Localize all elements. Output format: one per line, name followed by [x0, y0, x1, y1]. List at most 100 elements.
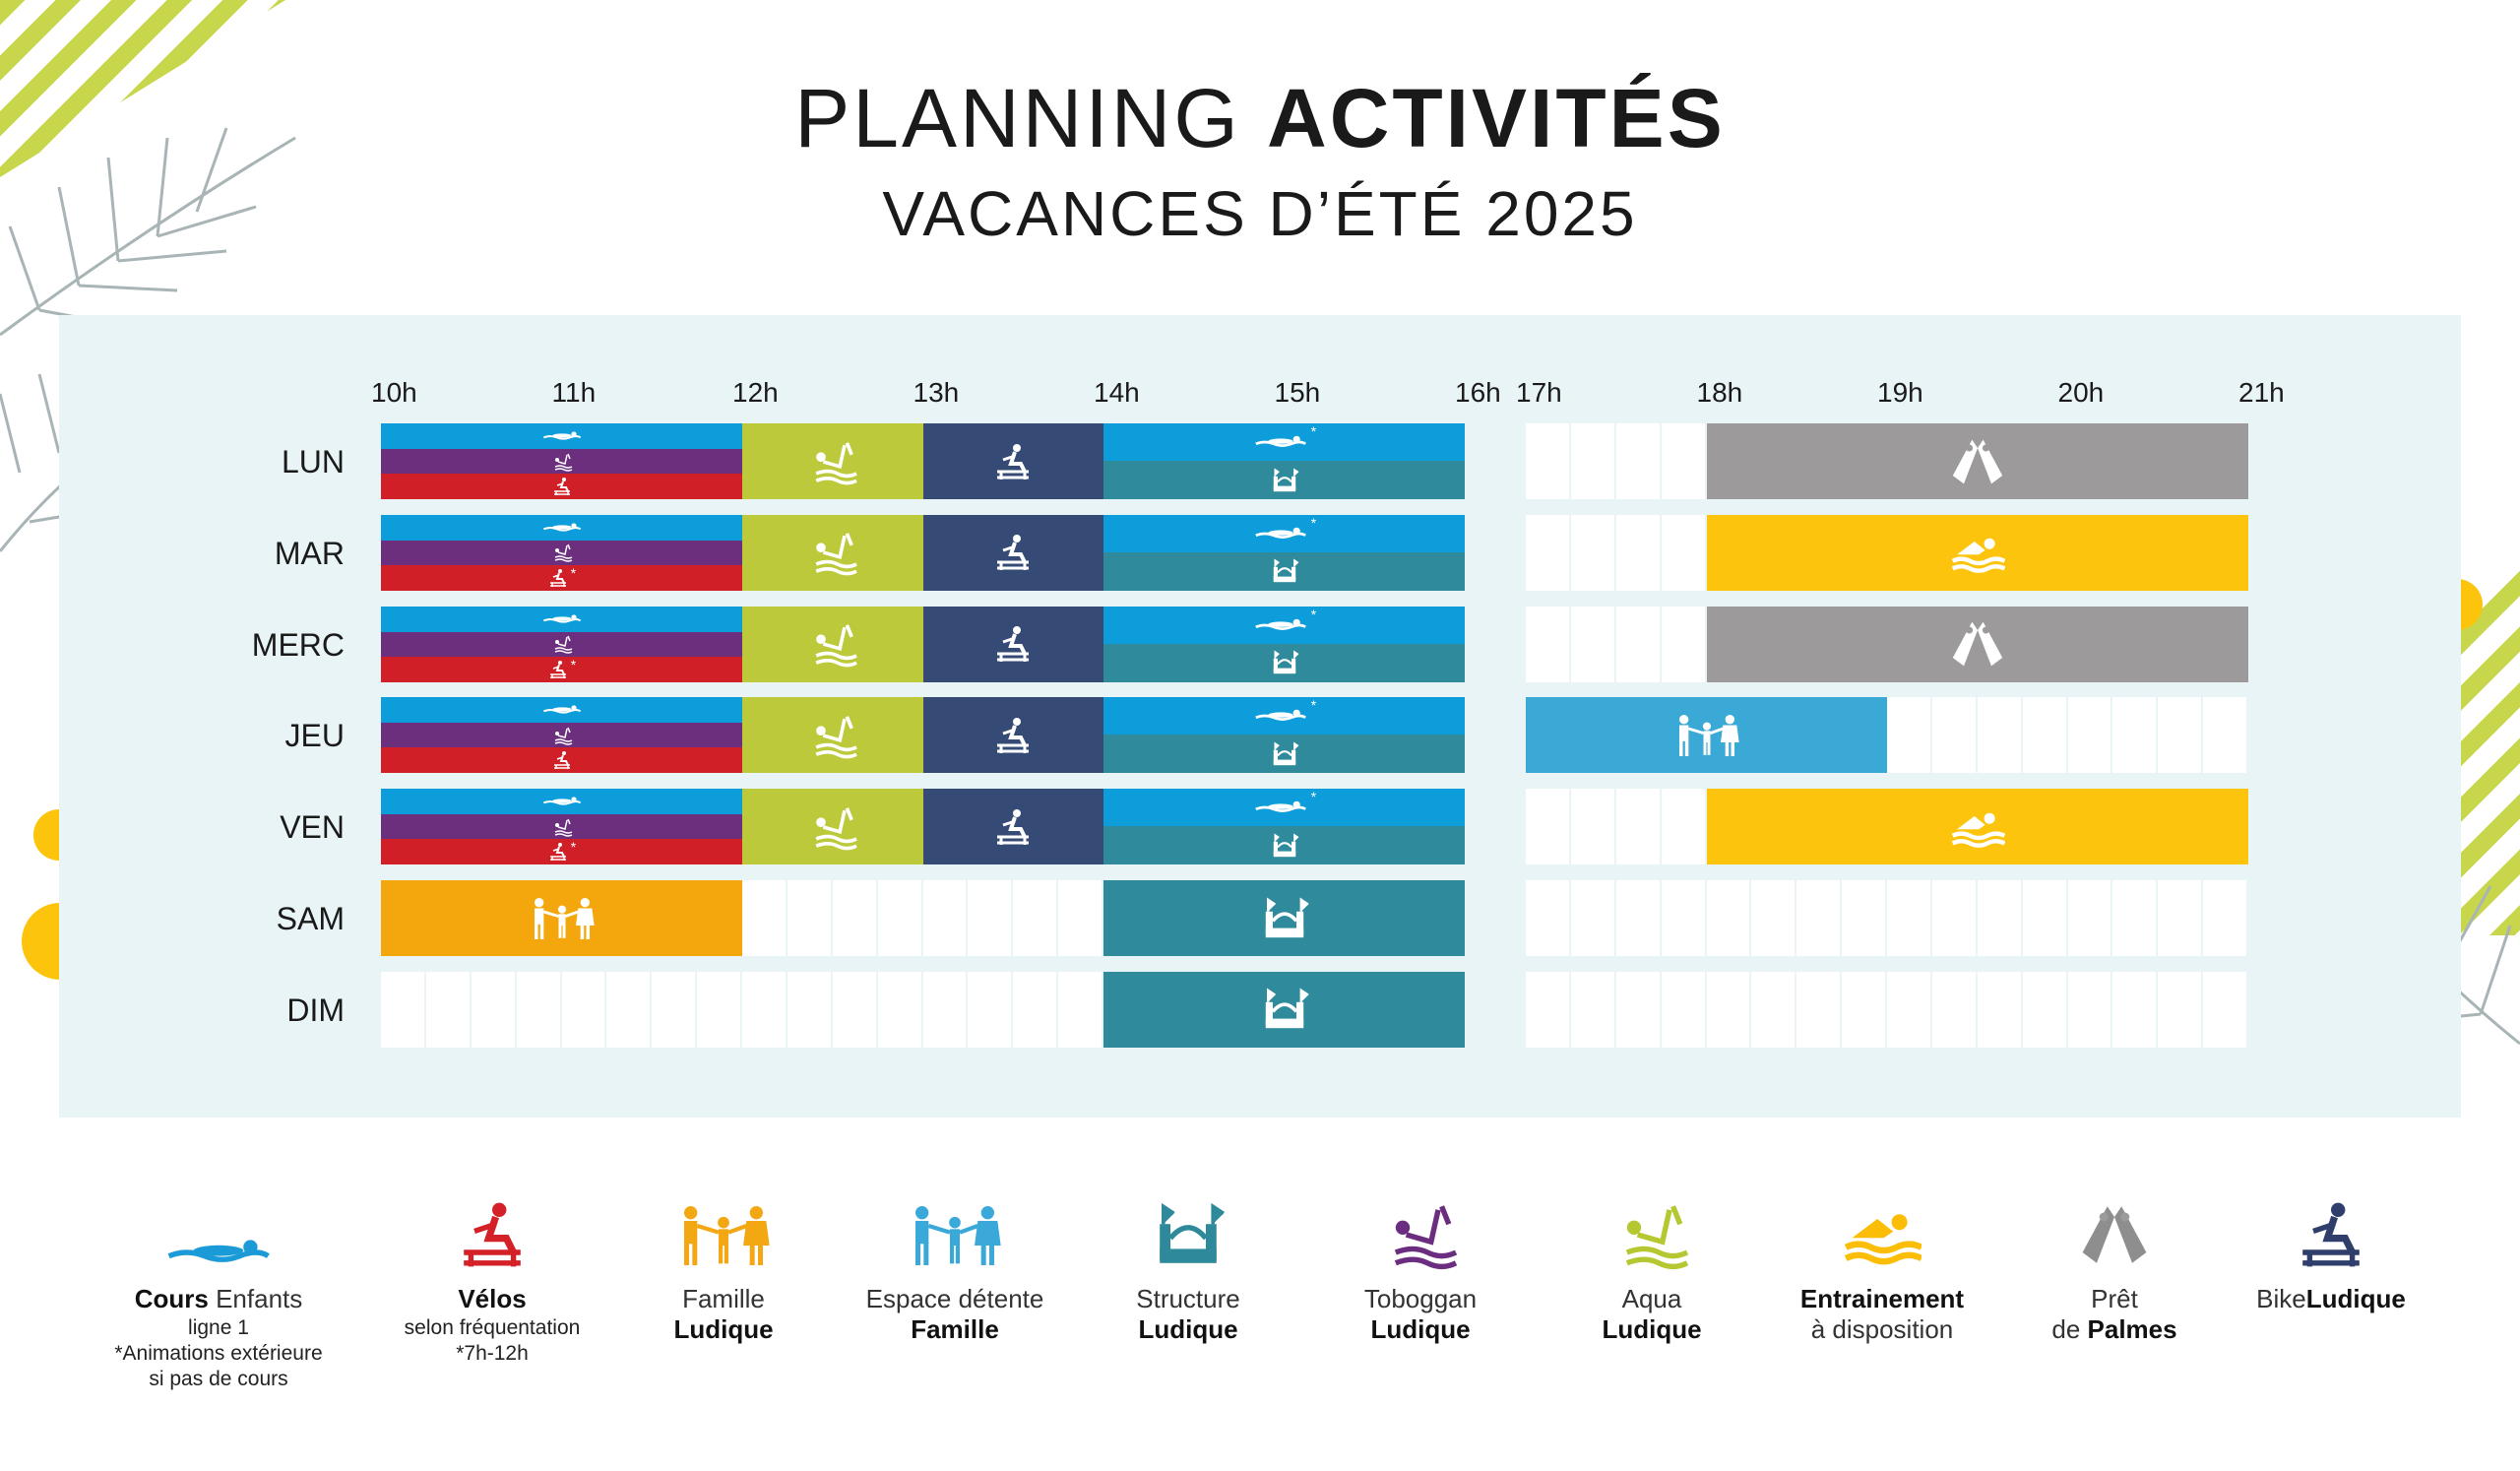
empty-slot	[1706, 880, 1752, 956]
hour-label: 10h	[371, 377, 417, 408]
slide-slot[interactable]	[381, 631, 742, 657]
slide-slot[interactable]	[381, 540, 742, 565]
empty-slot	[1615, 789, 1662, 865]
swim-lesson-slot[interactable]: *	[1103, 697, 1465, 736]
aqua-slot[interactable]	[742, 697, 923, 774]
legend-note: si pas de cours	[149, 1368, 288, 1390]
bike-ludique-slot[interactable]	[922, 514, 1103, 591]
empty-slot	[742, 971, 788, 1048]
legend-label: Structure	[1136, 1284, 1240, 1313]
empty-slot	[1615, 971, 1662, 1048]
structure-slot[interactable]	[1103, 971, 1465, 1048]
bike-slot[interactable]: *	[381, 839, 742, 865]
family-slot[interactable]	[381, 880, 742, 956]
empty-slot	[1615, 606, 1662, 682]
empty-slot	[1526, 514, 1571, 591]
swim-lesson-slot[interactable]: *	[1103, 606, 1465, 644]
bike-ludique-slot[interactable]	[922, 423, 1103, 499]
empty-slot	[787, 880, 833, 956]
empty-slot	[968, 971, 1014, 1048]
aqua-slot[interactable]	[742, 514, 923, 591]
empty-slot	[877, 880, 923, 956]
empty-slot	[2022, 697, 2068, 774]
day-label-dim: DIM	[286, 991, 345, 1028]
aqua-slot[interactable]	[742, 423, 923, 499]
legend-item: Aqua Ludique	[1534, 1182, 1770, 1345]
empty-slot	[787, 971, 833, 1048]
slide-slot[interactable]	[381, 449, 742, 474]
bike-slot[interactable]	[381, 474, 742, 499]
empty-slot	[697, 971, 742, 1048]
empty-slot	[922, 880, 969, 956]
slide-slot[interactable]	[381, 814, 742, 840]
swim-lesson-slot[interactable]	[381, 514, 742, 541]
legend-label: Aqua	[1621, 1284, 1682, 1313]
empty-slot	[1887, 697, 1932, 774]
hour-label: 16h	[1455, 377, 1501, 408]
empty-slot	[1931, 880, 1978, 956]
empty-slot	[832, 971, 878, 1048]
hour-label: 19h	[1877, 377, 1923, 408]
bike-ludique-slot[interactable]	[922, 606, 1103, 682]
structure-slot[interactable]	[1103, 551, 1465, 591]
legend-item: Famille Ludique	[605, 1182, 842, 1345]
empty-slot	[1526, 971, 1571, 1048]
fins-slot[interactable]	[1706, 606, 2248, 682]
bike-ludique-slot[interactable]	[922, 697, 1103, 774]
empty-slot	[1977, 971, 2023, 1048]
empty-slot	[2112, 697, 2159, 774]
empty-slot	[2203, 697, 2248, 774]
swim-lesson-slot[interactable]: *	[1103, 514, 1465, 552]
page-title: PLANNING ACTIVITÉS	[794, 72, 1726, 164]
bike-slot[interactable]	[381, 747, 742, 774]
empty-slot	[2158, 880, 2204, 956]
empty-slot	[1013, 971, 1059, 1048]
structure-slot[interactable]	[1103, 643, 1465, 682]
structure-slot[interactable]	[1103, 826, 1465, 865]
aqua-slot[interactable]	[742, 606, 923, 682]
structure-slot[interactable]	[1103, 461, 1465, 499]
legend-sublabel: selon fréquentation	[404, 1316, 581, 1339]
legend-item: Toboggan Ludique	[1302, 1182, 1539, 1345]
aqua-slot[interactable]	[742, 789, 923, 865]
legend-sublabel: à disposition	[1810, 1314, 1954, 1344]
empty-slot	[1842, 971, 1887, 1048]
inflatable-structure-icon	[1070, 1182, 1306, 1270]
swim-lesson-slot[interactable]	[381, 606, 742, 632]
hour-label: 15h	[1274, 377, 1321, 408]
slide-slot[interactable]	[381, 723, 742, 748]
legend-item: BikeLudique	[2213, 1182, 2449, 1314]
swim-lesson-slot[interactable]: *	[1103, 789, 1465, 827]
empty-slot	[1615, 514, 1662, 591]
empty-slot	[1842, 880, 1887, 956]
bike-ludique-slot[interactable]	[922, 789, 1103, 865]
structure-slot[interactable]	[1103, 880, 1465, 956]
bike-icon	[374, 1182, 610, 1270]
family-icon	[605, 1182, 842, 1270]
structure-slot[interactable]	[1103, 735, 1465, 774]
swim-lesson-slot[interactable]: *	[1103, 423, 1465, 461]
empty-slot	[1931, 971, 1978, 1048]
training-slot[interactable]	[1706, 514, 2248, 591]
day-label-lun: LUN	[281, 444, 345, 480]
empty-slot	[1058, 971, 1103, 1048]
empty-slot	[1570, 606, 1616, 682]
empty-slot	[1751, 971, 1797, 1048]
hour-label: 12h	[732, 377, 779, 408]
bike-slot[interactable]: *	[381, 656, 742, 682]
legend-sublabel: de Palmes	[2051, 1314, 2177, 1344]
empty-slot	[381, 971, 426, 1048]
empty-slot	[1661, 423, 1707, 499]
bike-slot[interactable]: *	[381, 564, 742, 591]
legend-label: Prêt	[2091, 1284, 2138, 1313]
hour-label: 17h	[1516, 377, 1562, 408]
swim-lesson-slot[interactable]	[381, 423, 742, 449]
legend-item: Espace détente Famille	[837, 1182, 1073, 1345]
hour-label: 11h	[551, 377, 597, 408]
swim-lesson-slot[interactable]	[381, 789, 742, 815]
swim-lesson-slot[interactable]	[381, 697, 742, 724]
fins-slot[interactable]	[1706, 423, 2248, 499]
legend-label: Entrainement	[1799, 1284, 1965, 1313]
training-slot[interactable]	[1706, 789, 2248, 865]
family-relax-slot[interactable]	[1526, 697, 1887, 774]
